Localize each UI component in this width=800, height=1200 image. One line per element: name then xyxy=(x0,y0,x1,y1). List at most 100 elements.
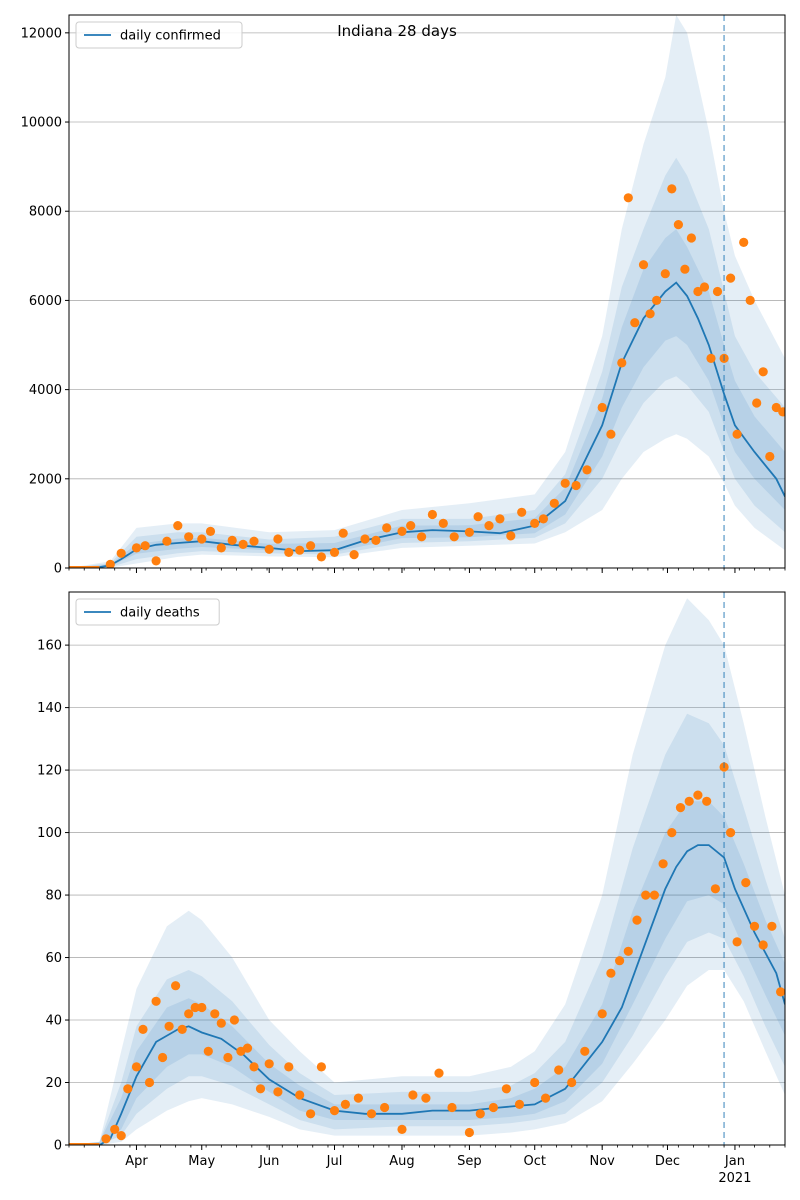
observed-point xyxy=(227,535,237,546)
observed-point xyxy=(673,220,684,230)
observed-point xyxy=(421,1093,431,1103)
observed-point xyxy=(623,946,633,956)
observed-point xyxy=(382,523,392,533)
y-tick-label: 0 xyxy=(54,562,62,577)
observed-point xyxy=(473,512,483,522)
axes-frame xyxy=(68,591,786,1146)
observed-point xyxy=(406,521,416,531)
observed-point xyxy=(408,1090,418,1100)
observed-point xyxy=(238,539,248,550)
observed-point xyxy=(162,536,172,546)
y-tick-label: 12000 xyxy=(21,26,62,41)
observed-point xyxy=(329,547,340,558)
legend-box xyxy=(75,598,220,626)
y-tick-label: 140 xyxy=(37,701,62,716)
observed-point xyxy=(340,1099,350,1109)
y-tick-label: 60 xyxy=(45,951,62,966)
observed-point xyxy=(538,514,549,524)
observed-point xyxy=(264,1059,274,1069)
observed-point xyxy=(597,402,607,413)
plot-area xyxy=(69,598,785,1145)
observed-point xyxy=(306,1109,316,1119)
observed-point xyxy=(371,535,381,546)
legend-label: daily confirmed xyxy=(120,29,221,44)
observed-point xyxy=(216,1018,226,1028)
observed-point xyxy=(630,318,640,328)
x-tick-label: Oct xyxy=(523,1154,545,1169)
observed-point xyxy=(284,547,294,558)
observed-point xyxy=(242,1043,253,1053)
observed-point xyxy=(710,884,721,894)
observed-point xyxy=(360,534,370,544)
observed-point xyxy=(151,996,161,1006)
observed-point xyxy=(778,407,785,417)
observed-point xyxy=(675,803,686,813)
y-tick-label: 8000 xyxy=(29,205,62,220)
observed-point xyxy=(273,534,283,544)
observed-point xyxy=(306,541,316,551)
observed-point xyxy=(273,1087,283,1097)
observed-point xyxy=(329,1106,340,1116)
observed-point xyxy=(197,1002,207,1013)
observed-point xyxy=(131,543,142,553)
panel-daily-deaths: 0 20 40 60 80 100 120 140 160 Apr May Jun Jul Aug Sep O… xyxy=(37,591,786,1186)
observed-point xyxy=(549,498,559,508)
observed-point xyxy=(249,1062,259,1072)
observed-point xyxy=(316,552,326,562)
observed-point xyxy=(475,1109,485,1119)
observed-point xyxy=(464,527,474,537)
observed-point xyxy=(501,1084,511,1094)
observed-point xyxy=(295,1090,305,1100)
observed-point xyxy=(417,532,427,542)
observed-point xyxy=(726,828,736,838)
observed-point xyxy=(223,1052,233,1063)
observed-point xyxy=(741,878,751,888)
observed-point xyxy=(554,1065,564,1075)
observed-point xyxy=(123,1084,133,1094)
y-tick-label: 0 xyxy=(54,1139,62,1154)
observed-point xyxy=(632,915,642,925)
observed-point xyxy=(530,1077,540,1088)
observed-point xyxy=(449,532,459,542)
observed-point xyxy=(517,507,527,517)
observed-point xyxy=(752,398,762,408)
observed-point xyxy=(173,521,183,531)
observed-point xyxy=(105,559,115,568)
x-tick-label: Nov xyxy=(590,1154,616,1169)
observed-point xyxy=(184,1009,194,1019)
observed-point xyxy=(541,1093,551,1103)
observed-point xyxy=(464,1127,474,1138)
observed-point xyxy=(203,1046,213,1056)
y-tick-label: 6000 xyxy=(29,294,62,309)
observed-point xyxy=(641,890,651,900)
observed-point xyxy=(447,1102,457,1113)
y-tick-label: 80 xyxy=(45,889,62,904)
legend: daily deaths xyxy=(75,598,220,626)
observed-point xyxy=(693,790,703,800)
x-tick-label: Jan xyxy=(724,1154,745,1169)
x-tick-label: Sep xyxy=(457,1154,482,1169)
observed-point xyxy=(758,940,768,950)
observed-point xyxy=(249,536,259,546)
observed-point xyxy=(284,1062,294,1072)
observed-point xyxy=(658,859,668,869)
observed-point xyxy=(164,1021,174,1031)
y-tick-label: 100 xyxy=(37,826,62,841)
figure-title: Indiana 28 days xyxy=(337,22,457,40)
observed-point xyxy=(617,358,627,368)
observed-point xyxy=(264,544,274,554)
legend: daily confirmed xyxy=(75,21,243,49)
observed-point xyxy=(427,509,437,520)
observed-point xyxy=(765,451,775,462)
observed-point xyxy=(667,184,677,194)
observed-point xyxy=(171,981,181,991)
observed-point xyxy=(197,534,207,544)
observed-point xyxy=(686,233,697,243)
observed-point xyxy=(484,521,494,531)
observed-point xyxy=(229,1015,239,1025)
observed-point xyxy=(652,295,662,305)
observed-point xyxy=(131,1062,142,1072)
y-tick-label: 2000 xyxy=(29,472,62,487)
x-tick-label: Jul xyxy=(326,1154,343,1169)
